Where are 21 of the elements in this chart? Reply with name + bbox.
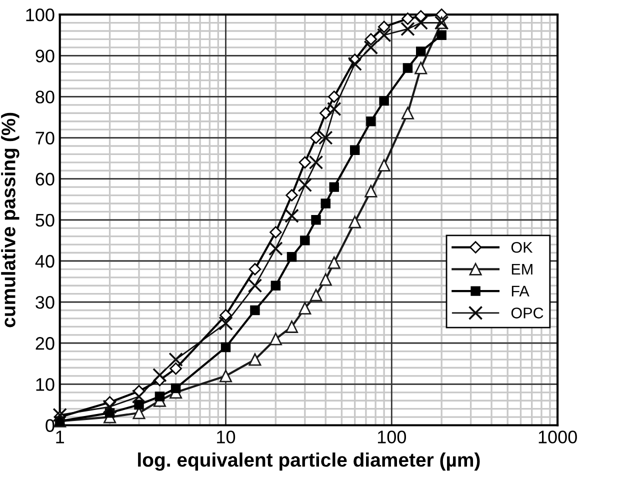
y-axis-title: cumulative passing (%) (1, 112, 20, 328)
y-tick-label: 60 (36, 172, 54, 186)
x-tick-label: 10 (217, 430, 236, 444)
y-tick-label: 80 (36, 90, 54, 104)
x-tick-label: 100 (378, 430, 406, 444)
x-axis-title: log. equivalent particle diameter (µm) (138, 452, 480, 471)
x-tick-label: 1000 (538, 430, 577, 444)
y-tick-label: 20 (36, 337, 54, 350)
y-tick-label: 10 (36, 378, 54, 391)
legend-label: OK (511, 242, 533, 253)
legend-label: FA (512, 286, 530, 296)
y-tick-label: 40 (35, 254, 54, 268)
y-tick-label: 0 (46, 419, 54, 432)
y-tick-label: 90 (36, 50, 54, 62)
legend-label: EM (512, 264, 532, 275)
y-tick-label: 70 (36, 132, 54, 144)
x-tick-label: 1 (56, 430, 64, 444)
y-tick-label: 100 (26, 8, 54, 22)
y-tick-label: 30 (36, 296, 54, 309)
y-tick-label: 50 (36, 214, 54, 227)
legend-label: OPC (511, 308, 544, 318)
